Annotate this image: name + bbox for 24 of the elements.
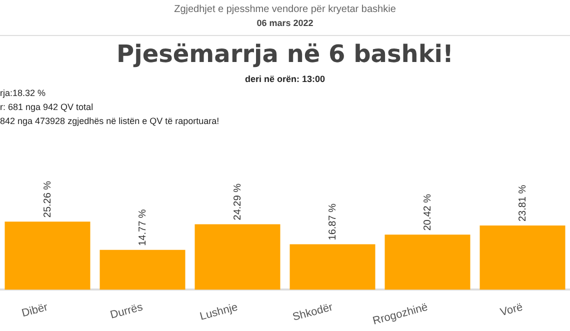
chart-subtitle: deri në orën: 13:00	[244, 74, 326, 84]
text: rja:18.32 %	[0, 88, 46, 98]
data-label: 14.77 %	[137, 209, 148, 246]
data-label: 24.29 %	[232, 183, 244, 220]
data-label: 20.42 %	[422, 194, 434, 231]
chart-title: Pjesëmarrja në 6 bashki!	[116, 40, 454, 68]
data-label: 16.87 %	[327, 203, 338, 240]
text: r: 681 nga 942 QV total	[0, 102, 94, 112]
text: 842 nga 473928 zgjedhës në listën e QV të raportuara!	[0, 116, 220, 126]
data-label: 23.81 %	[517, 184, 528, 222]
x-tick-label: Shkodër	[291, 301, 334, 324]
bar	[384, 234, 470, 290]
bar	[194, 224, 280, 290]
x-tick-label: Lushnje	[198, 301, 240, 323]
bar	[4, 222, 90, 290]
x-tick-label: Dibër	[20, 301, 50, 320]
text: Zgjedhjet e pjesshme vendore për kryetar bashkie	[173, 4, 397, 15]
bar	[100, 250, 186, 290]
text: 06 mars 2022	[256, 18, 314, 28]
bar	[290, 244, 376, 290]
x-tick-label: Durrës	[109, 301, 145, 322]
x-tick-label: Vorë	[499, 301, 524, 319]
data-label: 25.26 %	[42, 180, 54, 218]
bar	[480, 226, 566, 290]
